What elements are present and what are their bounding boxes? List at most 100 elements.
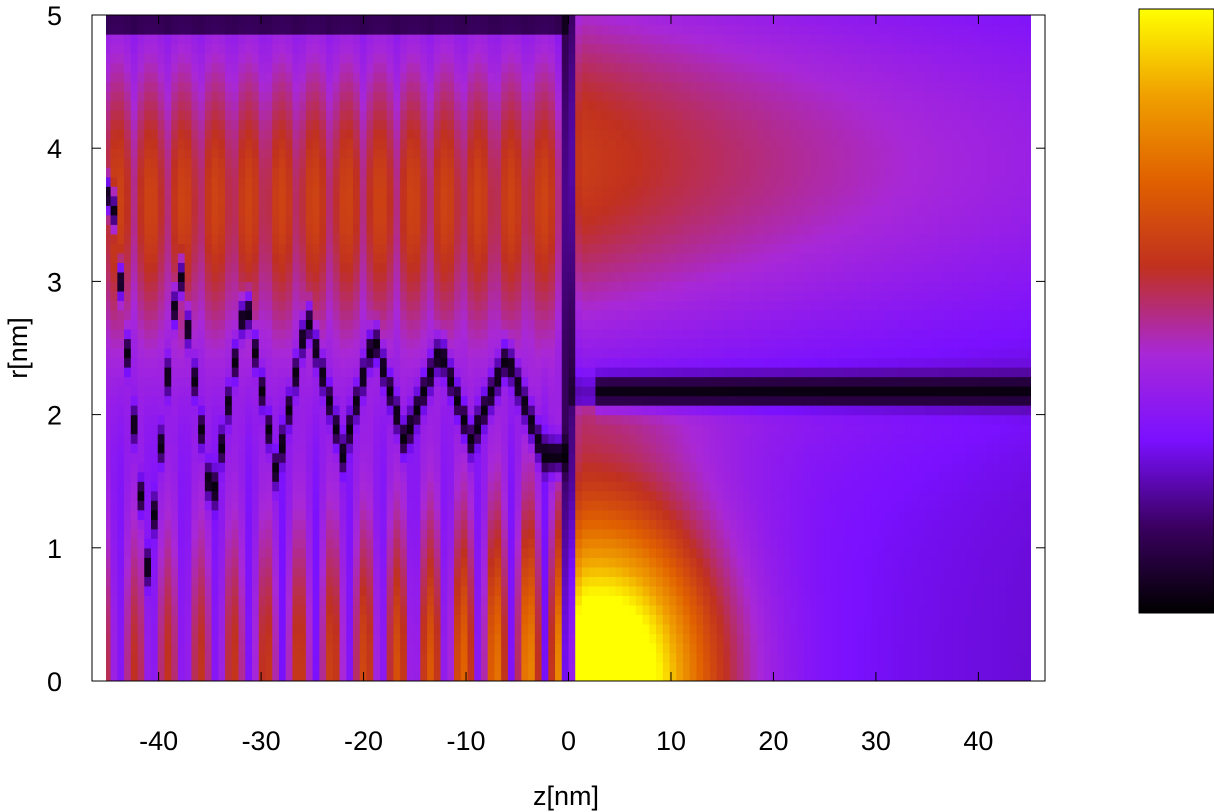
heatmap-cell	[696, 452, 704, 463]
heatmap-cell	[177, 395, 186, 406]
heatmap-cell	[130, 357, 139, 368]
heatmap-cell	[629, 576, 637, 587]
heatmap-cell	[676, 614, 684, 625]
heatmap-cell	[312, 500, 320, 511]
heatmap-cell	[952, 357, 960, 368]
heatmap-cell	[938, 614, 947, 625]
heatmap-cell	[117, 500, 125, 511]
heatmap-cell	[743, 547, 751, 558]
heatmap-cell	[386, 395, 395, 406]
heatmap-cell	[110, 367, 118, 378]
heatmap-cell	[480, 376, 489, 387]
heatmap-cell	[393, 604, 401, 615]
heatmap-cell	[864, 661, 873, 673]
heatmap-cell	[474, 471, 482, 482]
heatmap-cell	[184, 500, 192, 511]
heatmap-cell	[299, 633, 307, 644]
heatmap-cell	[878, 357, 886, 368]
heatmap-cell	[534, 367, 543, 378]
heatmap-cell	[696, 642, 704, 654]
heatmap-cell	[454, 547, 462, 558]
heatmap-cell	[198, 566, 206, 577]
heatmap-cell	[413, 671, 421, 681]
heatmap-cell	[972, 348, 980, 359]
heatmap-cell	[198, 348, 206, 359]
heatmap-cell	[783, 566, 792, 577]
heatmap-cell	[225, 566, 233, 577]
heatmap-cell	[925, 633, 933, 644]
heatmap-cell	[285, 462, 293, 473]
heatmap-cell	[460, 433, 469, 444]
heatmap-cell	[703, 386, 711, 397]
heatmap-cell	[366, 433, 374, 444]
heatmap-cell	[171, 604, 179, 615]
heatmap-cell	[177, 633, 186, 644]
heatmap-cell	[642, 652, 650, 663]
heatmap-cell	[817, 405, 825, 416]
heatmap-cell	[151, 509, 159, 520]
heatmap-cell	[151, 433, 159, 444]
heatmap-cell	[898, 614, 906, 625]
heatmap-cell	[110, 376, 118, 387]
heatmap-cell	[528, 443, 536, 454]
heatmap-cell	[662, 490, 671, 501]
heatmap-cell	[743, 338, 751, 349]
heatmap-cell	[117, 481, 125, 492]
heatmap-cell	[676, 424, 684, 435]
heatmap-cell	[568, 367, 576, 378]
heatmap-cell	[797, 519, 805, 530]
heatmap-cell	[810, 652, 819, 663]
heatmap-cell	[130, 471, 139, 482]
heatmap-cell	[844, 433, 852, 444]
heatmap-cell	[932, 604, 940, 615]
heatmap-cell	[97, 377, 104, 387]
heatmap-cell	[615, 633, 623, 644]
heatmap-cell	[757, 471, 765, 482]
heatmap-cell	[204, 348, 213, 359]
heatmap-cell	[359, 528, 368, 539]
heatmap-cell	[106, 604, 112, 615]
heatmap-cell	[346, 557, 354, 568]
heatmap-cell	[676, 414, 684, 425]
heatmap-cell	[992, 623, 1001, 635]
heatmap-cell	[885, 623, 893, 635]
heatmap-cell	[110, 671, 118, 681]
heatmap-cell	[999, 490, 1007, 501]
heatmap-cell	[1006, 557, 1014, 568]
heatmap-cell	[1006, 538, 1014, 549]
heatmap-cell	[238, 585, 246, 596]
heatmap-cell	[972, 433, 980, 444]
heatmap-cell	[137, 623, 145, 635]
heatmap-cell	[427, 528, 435, 539]
heatmap-cell	[965, 500, 974, 511]
heatmap-cell	[891, 566, 900, 577]
heatmap-cell	[359, 414, 368, 425]
heatmap-cell	[770, 557, 778, 568]
heatmap-cell	[898, 443, 906, 454]
heatmap-cell	[514, 642, 522, 654]
heatmap-cell	[763, 604, 772, 615]
heatmap-cell	[541, 661, 549, 673]
heatmap-cell	[945, 576, 953, 587]
heatmap-cell	[278, 633, 287, 644]
heatmap-cell	[743, 414, 751, 425]
heatmap-cell	[817, 566, 825, 577]
heatmap-cell	[151, 471, 159, 482]
heatmap-cell	[1033, 557, 1040, 567]
heatmap-cell	[561, 652, 570, 663]
heatmap-cell	[379, 443, 388, 454]
heatmap-cell	[763, 633, 772, 644]
heatmap-cell	[373, 500, 381, 511]
heatmap-cell	[312, 462, 320, 473]
heatmap-cell	[804, 405, 812, 416]
heatmap-cell	[736, 509, 745, 520]
heatmap-cell	[898, 357, 906, 368]
heatmap-cell	[696, 547, 704, 558]
heatmap-cell	[595, 490, 603, 501]
heatmap-cell	[676, 576, 684, 587]
heatmap-cell	[406, 557, 415, 568]
heatmap-cell	[851, 414, 859, 425]
heatmap-cell	[1012, 652, 1021, 663]
heatmap-cells	[97, 15, 1040, 681]
heatmap-cell	[110, 348, 118, 359]
